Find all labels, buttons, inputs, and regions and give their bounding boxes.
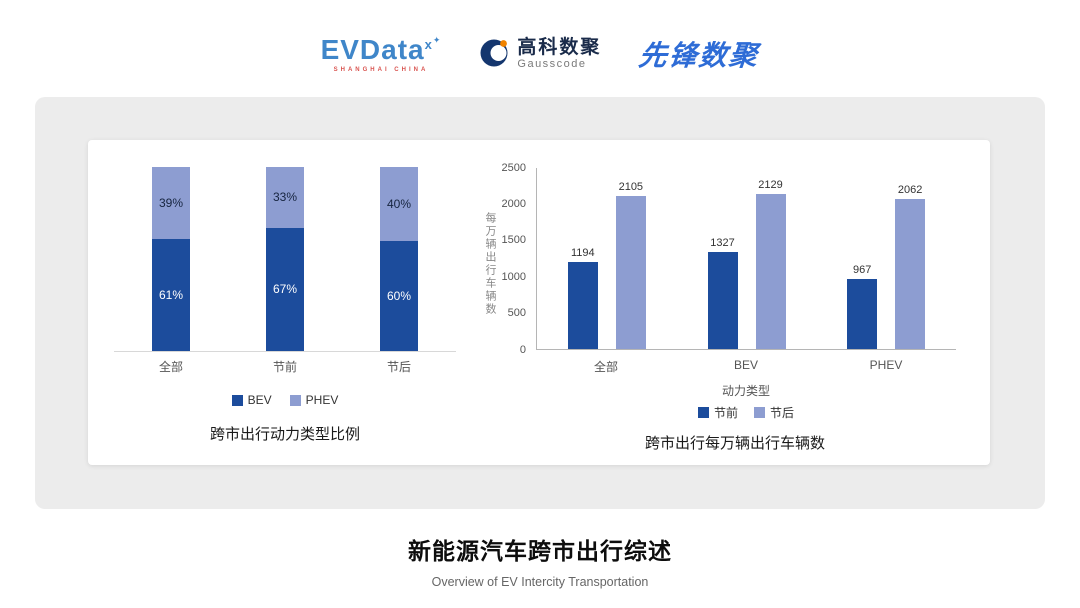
pioneer-logo: 先锋数聚 (637, 40, 761, 71)
bar-节前-BEV: 1327 (707, 168, 738, 349)
x-axis-label: 动力类型 (721, 384, 770, 398)
segment-BEV: 67% (266, 227, 304, 351)
bar-节后-全部: 2105 (615, 168, 646, 349)
category-label: PHEV (869, 358, 903, 372)
segment-PHEV: 40% (380, 167, 418, 241)
legend-item-PHEV: PHEV (289, 393, 339, 407)
legend-swatch (754, 407, 765, 418)
evdata-superscript: x (424, 36, 433, 52)
legend-label: 节后 (770, 406, 795, 420)
stacked-bar-全部: 39% 61% (152, 167, 190, 351)
page-subtitle: Overview of EV Intercity Transportation (431, 575, 649, 589)
category-label: 全部 (158, 360, 183, 374)
bar-value-label: 2105 (618, 180, 644, 193)
category-label: 全部 (593, 360, 618, 374)
legend-label: 节前 (713, 406, 738, 420)
segment-value-label: 33% (272, 190, 298, 205)
category-label: BEV (733, 358, 758, 372)
footer: 新能源汽车跨市出行综述 Overview of EV Intercity Tra… (0, 532, 1080, 589)
stacked-chart: 39% 61% 33% 67% 40% 60% 全部 节前 节后 BEV PHEV 跨市出行动力… (100, 152, 470, 452)
header-logos: EVDatax✦ SHANGHAI CHINA 高科数聚 Gausscode 先… (0, 26, 1080, 82)
bar (615, 195, 646, 349)
evdata-logo: EVDatax✦ SHANGHAI CHINA (320, 33, 442, 73)
evdata-text: EVData (320, 33, 425, 65)
bar-group-全部: 1194 2105 (537, 168, 677, 349)
stacked-bar-节前: 33% 67% (266, 167, 304, 351)
grouped-chart-title: 跨市出行每万辆出行车辆数 (644, 435, 825, 452)
gausscode-logo: 高科数聚 Gausscode (479, 37, 601, 72)
y-tick-label: 2500 (501, 161, 526, 174)
category-label: 节前 (272, 360, 297, 374)
y-axis-label: 每万辆出行车辆数 (484, 212, 496, 316)
bar (847, 278, 878, 349)
legend-swatch (697, 407, 709, 418)
bar-value-label: 967 (852, 263, 872, 276)
grouped-y-ticks: 0 500 1000 1500 2000 2500 (488, 162, 530, 355)
grouped-legend: 节前 节后 (536, 404, 956, 421)
stacked-chart-title: 跨市出行动力类型比例 (209, 426, 360, 443)
y-tick-label: 500 (507, 307, 526, 320)
legend-label: BEV (247, 393, 272, 407)
grouped-chart: 每万辆出行车辆数 0 500 1000 1500 2000 2500 1194 2105 13… (480, 152, 980, 457)
legend-item-节后: 节后 (754, 404, 794, 421)
legend-label: PHEV (305, 393, 339, 407)
bar (895, 198, 926, 349)
chart-card: 39% 61% 33% 67% 40% 60% 全部 节前 节后 BEV PHEV 跨市出行动力… (88, 140, 990, 465)
legend-item-节前: 节前 (697, 404, 738, 421)
grouped-x-labels: 全部 BEV PHEV (536, 358, 956, 375)
grouped-plot: 1194 2105 1327 2129 967 2062 (536, 168, 956, 350)
gausscode-icon (479, 37, 509, 72)
stacked-legend: BEV PHEV (100, 393, 470, 407)
bar-group-PHEV: 967 2062 (816, 168, 956, 349)
bar-节前-全部: 1194 (567, 168, 598, 349)
y-tick-label: 1500 (501, 234, 526, 247)
y-tick-label: 1000 (501, 270, 526, 283)
segment-PHEV: 39% (152, 167, 190, 239)
segment-BEV: 61% (152, 238, 190, 351)
stacked-plot: 39% 61% 33% 67% 40% 60% (114, 167, 456, 352)
category-label: 节后 (386, 360, 411, 374)
bar-value-label: 2129 (758, 179, 783, 191)
segment-value-label: 40% (386, 196, 412, 211)
bar-value-label: 2062 (897, 183, 923, 196)
bar (755, 194, 786, 349)
gray-panel: 39% 61% 33% 67% 40% 60% 全部 节前 节后 BEV PHEV 跨市出行动力… (35, 97, 1045, 509)
gausscode-en: Gausscode (517, 58, 587, 71)
segment-value-label: 61% (158, 287, 184, 302)
stacked-bar-节后: 40% 60% (380, 167, 418, 351)
bar-value-label: 1327 (710, 237, 735, 250)
bar (707, 252, 738, 349)
evdata-wordmark: EVDatax✦ (320, 33, 442, 65)
bar-group-BEV: 1327 2129 (677, 168, 817, 349)
y-tick-label: 2000 (501, 197, 526, 210)
segment-PHEV: 33% (266, 167, 304, 228)
bar-value-label: 1194 (571, 247, 595, 260)
segment-BEV: 60% (380, 240, 418, 351)
segment-value-label: 67% (272, 282, 298, 297)
evdata-tagline: SHANGHAI CHINA (333, 66, 429, 73)
legend-swatch (289, 394, 301, 406)
legend-swatch (231, 394, 243, 406)
bar-节后-BEV: 2129 (755, 168, 786, 349)
bar-节前-PHEV: 967 (847, 168, 878, 349)
bar (567, 262, 598, 349)
segment-value-label: 60% (386, 288, 412, 303)
gausscode-wordmark: 高科数聚 Gausscode (517, 36, 602, 71)
gausscode-cn: 高科数聚 (517, 36, 602, 58)
legend-item-BEV: BEV (231, 393, 272, 407)
segment-value-label: 39% (158, 195, 184, 210)
y-tick-label: 0 (519, 343, 526, 356)
page-title: 新能源汽车跨市出行综述 (408, 538, 672, 564)
stacked-x-labels: 全部 节前 节后 (114, 358, 456, 375)
bar-节后-PHEV: 2062 (895, 168, 926, 349)
sparkle-icon: ✦ (432, 34, 442, 45)
